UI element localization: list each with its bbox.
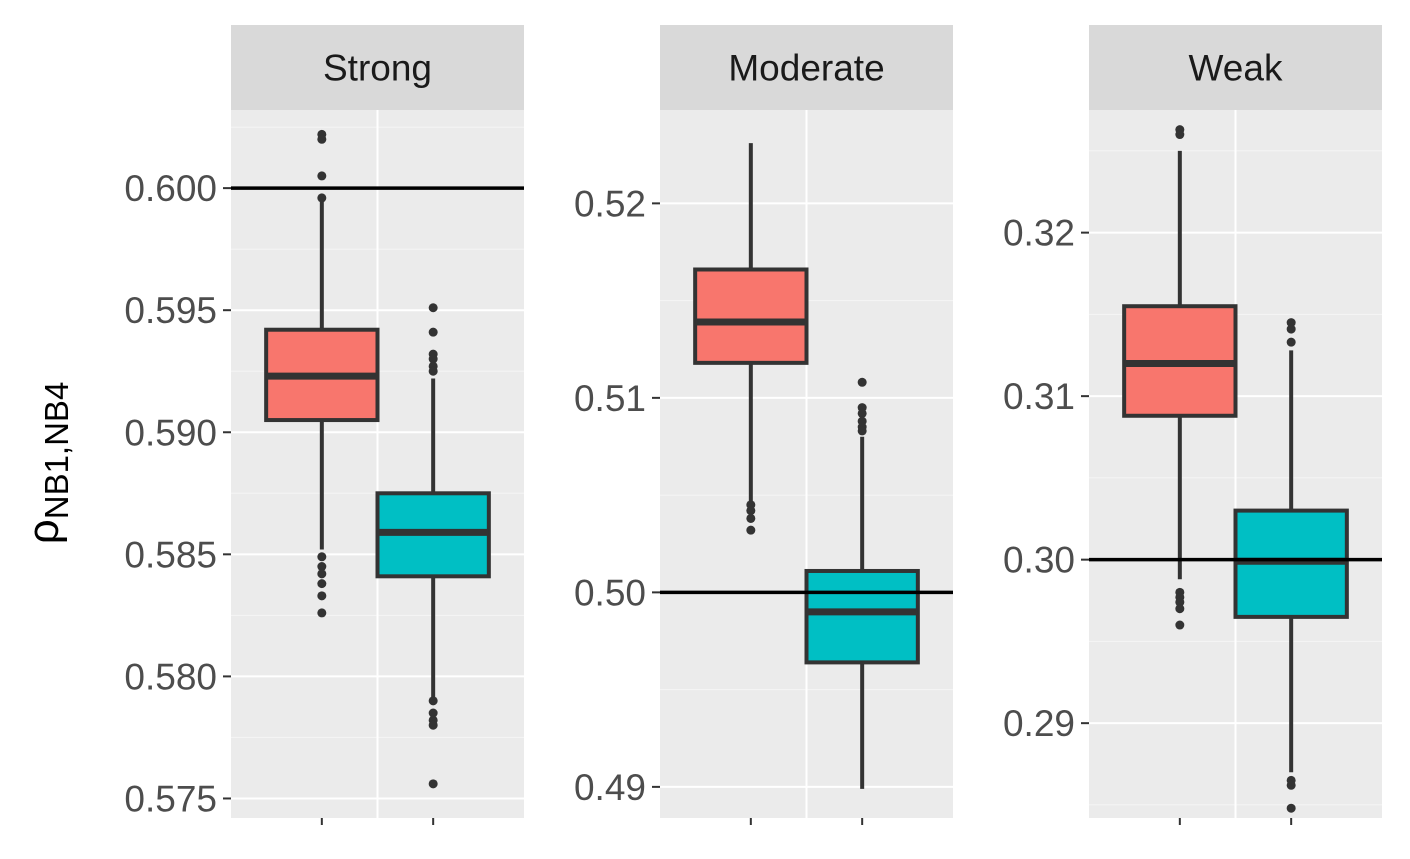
outlier-point [857,408,867,418]
strip-title: Weak [1189,48,1283,89]
y-axis-symbol: ρ [19,519,68,544]
outlier-point [1175,597,1185,607]
outlier-point [317,134,327,144]
strip-title: Strong [323,48,432,89]
y-tick-label: 0.29 [1003,703,1075,744]
outlier-point [1286,337,1296,347]
strip-background [660,25,953,110]
y-tick-label: 0.51 [574,378,646,419]
outlier-point [428,366,438,376]
y-tick-label: 0.30 [1003,540,1075,581]
y-tick-label: 0.32 [1003,213,1075,254]
outlier-point [317,608,327,618]
y-axis-label: ρNB1,NB4 [19,382,75,545]
outlier-point [1175,130,1185,140]
panel-moderate: Moderate 0.49 0.50 0.51 0.52 [574,25,953,825]
outlier-point [428,708,438,718]
outlier-point [428,696,438,706]
boxplot-1 [264,129,380,618]
y-tick-label: 0.580 [124,656,217,697]
boxplot-2 [375,303,491,789]
facet-panels: Strong 0.575 0.580 0.585 0.590 0.595 0.600 Mode… [124,25,1382,825]
outlier-point [428,354,438,364]
outlier-point [1286,803,1296,813]
outlier-point [1175,604,1185,614]
panel-strong: Strong 0.575 0.580 0.585 0.590 0.595 0.600 [124,25,524,825]
box-body [693,267,809,365]
outlier-point [317,193,327,203]
y-tick-label: 0.600 [124,168,217,209]
y-axis-subscript: NB1,NB4 [38,382,75,520]
outlier-point [1175,620,1185,630]
boxplot-1 [1122,125,1238,630]
y-tick-label: 0.590 [124,412,217,453]
outlier-point [1286,318,1296,328]
outlier-point [1286,324,1296,334]
strip-background [1089,25,1382,110]
outlier-point [428,327,438,337]
box-body [804,568,920,665]
strip-title: Moderate [728,48,884,89]
outlier-point [857,377,867,387]
outlier-point [317,591,327,601]
strip-background [231,25,524,110]
outlier-point [746,506,756,516]
outlier-point [428,720,438,730]
outlier-point [317,579,327,589]
y-tick-label: 0.52 [574,183,646,224]
y-tick-label: 0.585 [124,534,217,575]
outlier-point [857,426,867,436]
outlier-point [746,513,756,523]
outlier-point [746,525,756,535]
y-tick-label: 0.50 [574,572,646,613]
y-tick-label: 0.49 [574,767,646,808]
y-tick-label: 0.575 [124,778,217,819]
outlier-point [428,303,438,313]
outlier-point [317,171,327,181]
panel-weak: Weak 0.29 0.30 0.31 0.32 [1003,25,1382,825]
outlier-point [317,562,327,572]
outlier-point [428,779,438,789]
y-tick-label: 0.31 [1003,376,1075,417]
outlier-point [317,552,327,562]
outlier-point [1286,780,1296,790]
boxplot-1 [693,143,809,535]
boxplot-2 [804,377,920,789]
y-tick-label: 0.595 [124,290,217,331]
outlier-point [317,569,327,579]
